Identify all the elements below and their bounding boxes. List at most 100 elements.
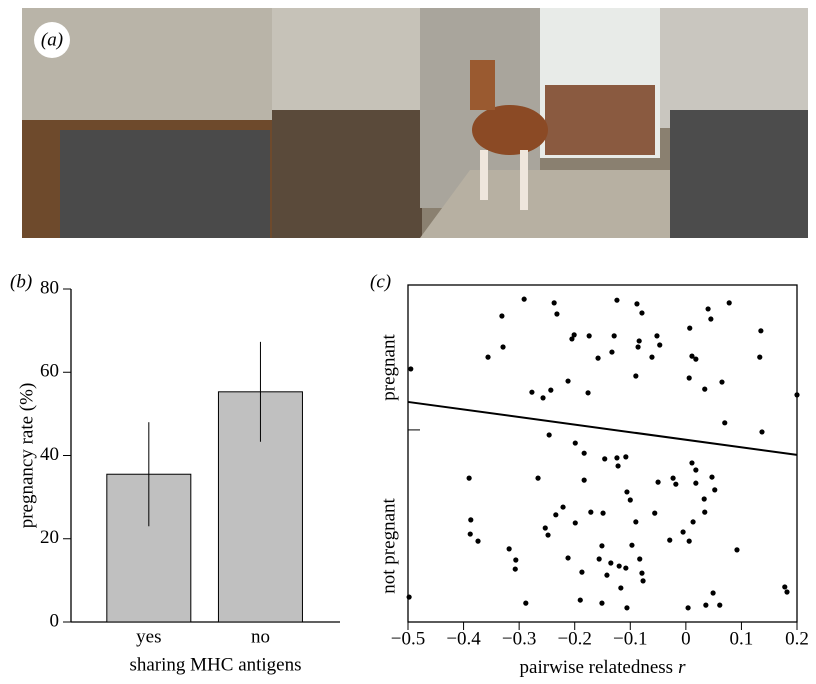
x-tick-label: 0 [681, 628, 691, 649]
y-category-label: not pregnant [378, 497, 399, 593]
horse [472, 105, 548, 155]
point [794, 392, 799, 397]
point [667, 538, 672, 543]
y-tick-label: 60 [40, 361, 59, 382]
point [475, 539, 480, 544]
point [623, 454, 628, 459]
x-tick-label: 0.1 [730, 628, 754, 649]
point [523, 601, 528, 606]
point [639, 571, 644, 576]
stall-door [670, 110, 808, 238]
point [687, 326, 692, 331]
point [624, 489, 629, 494]
point [602, 456, 607, 461]
point [569, 336, 574, 341]
point [560, 504, 565, 509]
x-tick-label: −0.1 [613, 628, 647, 649]
point [467, 476, 472, 481]
point [535, 476, 540, 481]
point [573, 440, 578, 445]
point [690, 519, 695, 524]
point [693, 481, 698, 486]
point [639, 310, 644, 315]
y-category-label: pregnant [378, 334, 399, 401]
point [599, 601, 604, 606]
x-tick-label: −0.4 [446, 628, 481, 649]
point [565, 378, 570, 383]
point [612, 333, 617, 338]
point [680, 529, 685, 534]
panel-label: (c) [370, 271, 391, 292]
point [587, 333, 592, 338]
point [637, 338, 642, 343]
point [468, 517, 473, 522]
point [734, 547, 739, 552]
point [617, 563, 622, 568]
point [657, 342, 662, 347]
point [628, 497, 633, 502]
point [640, 578, 645, 583]
horse-leg [520, 150, 528, 210]
point [655, 480, 660, 485]
point [554, 311, 559, 316]
y-tick-label: 0 [50, 610, 60, 631]
point [604, 573, 609, 578]
point [702, 387, 707, 392]
point [485, 355, 490, 360]
x-tick-label: −0.2 [557, 628, 591, 649]
point [670, 476, 675, 481]
photo-label: (a) [41, 29, 63, 50]
point [582, 451, 587, 456]
point [717, 603, 722, 608]
point [689, 460, 694, 465]
y-tick-label: 80 [40, 277, 59, 298]
point [513, 557, 518, 562]
point [708, 316, 713, 321]
point [705, 306, 710, 311]
point [513, 566, 518, 571]
point [693, 467, 698, 472]
point [689, 354, 694, 359]
point [608, 560, 613, 565]
photo: (a) [22, 8, 808, 238]
point [673, 482, 678, 487]
point [652, 511, 657, 516]
point [585, 390, 590, 395]
point [687, 539, 692, 544]
point [597, 556, 602, 561]
stall-door [60, 130, 270, 238]
point [547, 432, 552, 437]
point [599, 543, 604, 548]
point [407, 594, 412, 599]
gate [545, 85, 655, 155]
point [722, 420, 727, 425]
point [595, 356, 600, 361]
x-tick-label: yes [136, 626, 161, 647]
point [540, 395, 545, 400]
point [759, 429, 764, 434]
y-tick-label: 40 [40, 444, 59, 465]
point [500, 344, 505, 349]
point [635, 344, 640, 349]
point [582, 478, 587, 483]
x-tick-label: −0.5 [391, 628, 425, 649]
point [578, 597, 583, 602]
point [618, 585, 623, 590]
point [623, 565, 628, 570]
point [408, 366, 413, 371]
point [507, 546, 512, 551]
x-tick-label: −0.3 [502, 628, 536, 649]
point [588, 510, 593, 515]
y-tick-label: 20 [40, 527, 59, 548]
stall-grille [272, 8, 422, 118]
x-axis-label-variable: r [678, 657, 686, 678]
point [702, 510, 707, 515]
point [573, 520, 578, 525]
point [703, 603, 708, 608]
point [634, 301, 639, 306]
regression-line [408, 402, 797, 455]
point [633, 519, 638, 524]
panel-label: (b) [10, 271, 32, 292]
figure: (a) 020406080yesnosharing MHC antigenspr… [0, 0, 816, 684]
point [600, 511, 605, 516]
